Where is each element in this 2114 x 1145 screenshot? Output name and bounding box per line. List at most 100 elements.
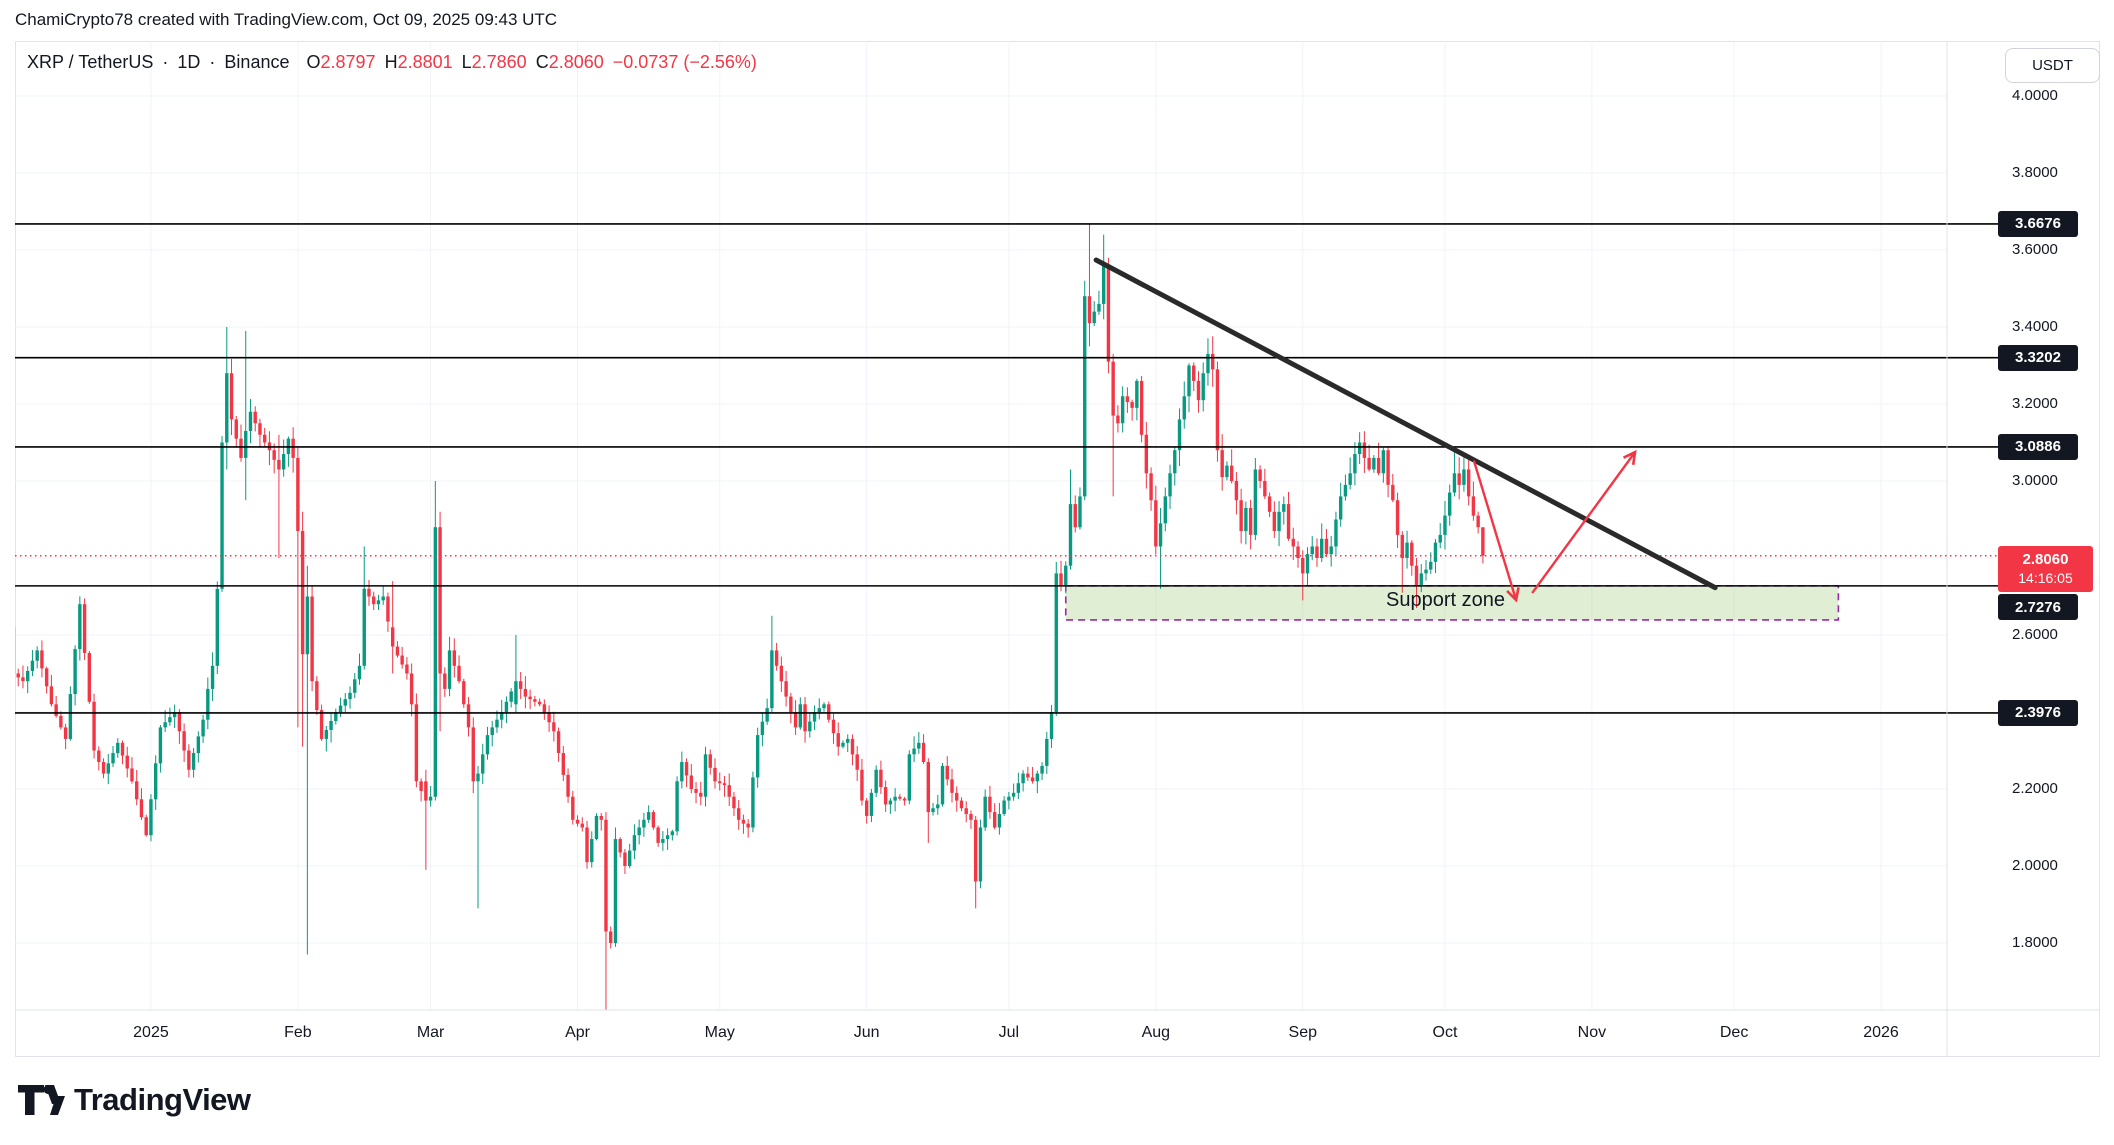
candle-body	[1229, 465, 1234, 481]
candle-body	[305, 596, 310, 655]
time-axis-label: Jun	[853, 1024, 880, 1041]
candle-body	[1139, 380, 1144, 435]
candle-body	[1239, 500, 1243, 532]
candle-body	[1267, 496, 1272, 512]
candle-body	[670, 831, 675, 836]
candle-body	[1220, 450, 1224, 478]
candle-body	[907, 754, 912, 801]
candle-body	[1106, 265, 1111, 362]
candle-body	[1173, 450, 1177, 474]
candle-body	[760, 721, 765, 736]
candle-body	[1452, 473, 1457, 493]
candle-body	[490, 727, 494, 736]
candle-body	[419, 781, 423, 791]
candle-body	[1201, 373, 1205, 401]
price-tick-label: 3.2000	[2012, 395, 2058, 412]
candle-body	[433, 527, 438, 797]
candle-body	[1002, 800, 1006, 815]
candle-body	[1419, 573, 1423, 585]
candle-body	[533, 699, 537, 702]
tradingview-logo-icon	[18, 1085, 65, 1115]
candle-body	[556, 731, 561, 754]
arrow-projected-bounce[interactable]	[1531, 449, 1637, 594]
tradingview-logo[interactable]: TradingView	[18, 1082, 251, 1118]
candle-body	[1320, 538, 1324, 558]
candle-body	[135, 781, 139, 800]
candle-body	[471, 727, 475, 782]
symbol-bar: XRP / TetherUS · 1D · Binance O2.8797 H2…	[27, 52, 757, 73]
candle-body	[1177, 419, 1182, 451]
candle-body	[642, 819, 646, 828]
candle-body	[755, 735, 760, 778]
candle-body	[1130, 402, 1134, 408]
candle-body	[1097, 303, 1101, 312]
candle-body	[537, 701, 542, 705]
candle-body	[1244, 507, 1248, 532]
descending-trendline[interactable]	[1093, 257, 1718, 591]
candle-body	[1144, 434, 1149, 474]
price-chart-canvas[interactable]	[15, 41, 2100, 1057]
candle-body	[955, 792, 959, 801]
change-value: −0.0737 (−2.56%)	[612, 52, 757, 72]
candle-body	[964, 808, 968, 815]
candle-body	[694, 789, 698, 793]
time-axis-label: Feb	[284, 1024, 312, 1041]
candle-body	[73, 649, 77, 695]
candle-body	[1391, 484, 1395, 501]
candle-body	[992, 812, 997, 828]
candle-body	[21, 677, 25, 682]
candle-body	[983, 796, 987, 828]
candle-body	[1405, 542, 1409, 558]
symbol-name[interactable]: XRP / TetherUS	[27, 52, 154, 72]
time-axis-label: Dec	[1719, 1024, 1749, 1041]
candle-body	[367, 588, 371, 597]
candle-body	[1471, 496, 1476, 516]
candle-body	[1192, 365, 1196, 381]
last-price-value: 2.8060	[2022, 550, 2069, 568]
candle-body	[281, 454, 286, 470]
candle-body	[1253, 469, 1258, 535]
time-axis-label: 2026	[1863, 1024, 1899, 1041]
candle-body	[860, 769, 864, 801]
candle-body	[291, 438, 295, 458]
candle-body	[272, 450, 276, 460]
candle-body	[770, 650, 774, 709]
candle-body	[120, 742, 125, 756]
candle-body	[1016, 783, 1021, 793]
candle-body	[741, 819, 746, 824]
ohlc-close: C2.8060	[535, 52, 604, 72]
candle-body	[1357, 442, 1362, 455]
currency-toggle-button[interactable]: USDT	[2005, 48, 2100, 83]
candle-body	[779, 665, 784, 682]
candle-body	[888, 800, 893, 805]
candle-body	[125, 755, 129, 769]
interval-label[interactable]: 1D	[177, 52, 201, 72]
candle-body	[106, 763, 110, 774]
candle-body	[443, 673, 447, 689]
candle-body	[206, 688, 210, 720]
candle-body	[627, 850, 632, 866]
candle-body	[774, 650, 779, 666]
candle-body	[485, 735, 490, 755]
candle-body	[902, 798, 907, 801]
candle-body	[680, 762, 684, 782]
support-zone-rectangle[interactable]	[1064, 585, 1840, 621]
candle-body	[1054, 573, 1058, 712]
candle-body	[116, 742, 120, 754]
candle-body	[424, 781, 428, 801]
candle-body	[78, 604, 82, 650]
candle-body	[1372, 457, 1376, 470]
candle-body	[1087, 296, 1092, 324]
time-axis-label: Sep	[1288, 1024, 1317, 1041]
candle-body	[1462, 469, 1466, 485]
candle-body	[1348, 473, 1352, 485]
candle-body	[1438, 534, 1442, 543]
arrow-projected-drop[interactable]	[1472, 460, 1520, 603]
candle-body	[665, 835, 670, 840]
candle-body	[883, 787, 888, 805]
candle-body	[1120, 396, 1125, 424]
candle-body	[210, 665, 215, 689]
candle-body	[713, 767, 717, 782]
candle-body	[310, 596, 314, 682]
